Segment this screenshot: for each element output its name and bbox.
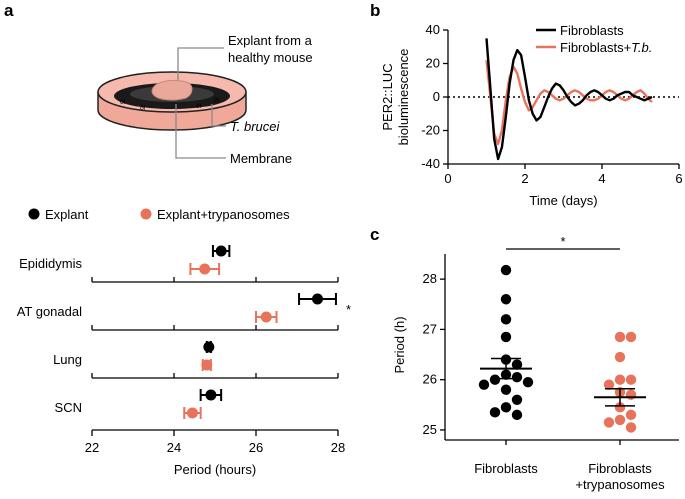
explant-callout-line xyxy=(177,47,224,80)
significance-star: * xyxy=(346,302,351,317)
data-point xyxy=(522,376,534,388)
data-point xyxy=(614,402,626,413)
category-label: Lung xyxy=(53,352,82,367)
data-point xyxy=(625,409,637,421)
data-point xyxy=(500,294,512,305)
data-point xyxy=(500,314,512,325)
legend-trypanosomes-marker xyxy=(140,208,152,220)
explant-label-1: Explant from a xyxy=(228,33,313,48)
y-tick-label: 28 xyxy=(423,271,437,286)
membrane-label: Membrane xyxy=(230,151,292,166)
data-point xyxy=(511,371,523,383)
parasite-glyph-1: ᘛ xyxy=(120,99,125,106)
y-tick-label: 26 xyxy=(423,372,437,387)
data-point xyxy=(511,394,523,405)
data-point xyxy=(625,389,637,400)
parasite-callout-line xyxy=(211,104,226,127)
parasite-label: T. brucei xyxy=(230,119,280,134)
y-tick-label: 25 xyxy=(423,422,437,437)
parasite-glyph-3: ᘛ xyxy=(196,103,201,110)
parasite-glyph-4: ᘛ xyxy=(214,97,219,104)
data-point xyxy=(500,331,512,343)
data-point xyxy=(203,341,215,353)
legend-trypanosomes-label: Explant+trypanosomes xyxy=(157,207,290,222)
series-line xyxy=(485,38,653,161)
data-point xyxy=(205,389,217,401)
y-tick-label: 0 xyxy=(433,89,440,104)
explant-label-2: healthy mouse xyxy=(228,50,313,65)
y-tick-label: -40 xyxy=(421,156,440,171)
data-point xyxy=(500,402,512,413)
y-tick-label: 20 xyxy=(426,56,440,71)
data-point xyxy=(260,311,272,323)
y-tick-label: 40 xyxy=(426,22,440,37)
data-point xyxy=(625,374,637,385)
legend-fibroblasts-label: Fibroblasts xyxy=(560,23,624,38)
y-tick-label: -20 xyxy=(421,123,440,138)
data-point xyxy=(614,374,626,385)
category-label: Fibroblasts xyxy=(588,461,652,476)
data-point xyxy=(478,379,490,390)
data-point xyxy=(201,359,213,371)
data-point xyxy=(199,263,211,275)
x-tick-label: 0 xyxy=(444,171,451,186)
y-axis-title: Period (h) xyxy=(392,316,407,373)
data-point xyxy=(603,379,615,390)
y-axis-title-line2: bioluminescence xyxy=(396,49,411,146)
panel-a-letter: a xyxy=(4,1,14,20)
parasite-glyph-2: ᘛ xyxy=(140,105,145,112)
data-point xyxy=(625,422,637,433)
x-tick-label: 24 xyxy=(167,440,181,455)
x-axis-title: Time (days) xyxy=(529,193,597,208)
significance-star: * xyxy=(560,234,565,249)
x-tick-label: 22 xyxy=(85,440,99,455)
x-tick-label: 26 xyxy=(249,440,263,455)
x-tick-label: 2 xyxy=(521,171,528,186)
data-point xyxy=(312,293,323,305)
category-label: SCN xyxy=(55,400,82,415)
y-tick-label: 27 xyxy=(423,321,437,336)
membrane-callout-line xyxy=(175,104,226,159)
series-line xyxy=(485,59,653,146)
data-point xyxy=(603,417,615,428)
x-tick-label: 4 xyxy=(598,171,605,186)
y-axis-title-line1: PER2::LUC xyxy=(380,63,395,130)
data-point xyxy=(511,359,523,370)
panel-a-chart: Epididymis AT gonadal * Lung SCN 22 24 26 28 Peri… xyxy=(17,245,351,477)
data-point xyxy=(215,245,227,257)
x-tick-label: 28 xyxy=(331,440,345,455)
data-point xyxy=(614,331,626,343)
x-tick-label: 6 xyxy=(675,171,682,186)
data-point xyxy=(186,407,198,419)
explant-tissue xyxy=(151,79,193,101)
x-axis-title: Period (hours) xyxy=(174,462,256,477)
panel-c-letter: c xyxy=(370,225,379,244)
data-point xyxy=(625,331,637,343)
legend-explant-label: Explant xyxy=(45,207,89,222)
petri-dish-illustration: ᘛ ᘛ ᘛ ᘛ Explant from a healthy mouse T. … xyxy=(97,33,313,166)
category-label: Epididymis xyxy=(19,256,82,271)
data-point xyxy=(489,407,501,418)
legend-explant-marker xyxy=(28,208,40,220)
data-point xyxy=(614,351,626,363)
panel-c-chart: 25 26 27 28 Period (h) * Fibroblasts Fibroblast… xyxy=(392,234,679,492)
legend-tb-label: Fibroblasts+T.b. xyxy=(560,40,652,55)
data-point xyxy=(500,384,512,395)
category-label: Fibroblasts xyxy=(474,461,538,476)
data-point xyxy=(511,409,523,421)
category-label-line2: +trypanosomes xyxy=(575,477,665,492)
data-point xyxy=(500,264,512,276)
panel-a-legend: Explant Explant+trypanosomes xyxy=(28,207,290,222)
panel-b-letter: b xyxy=(370,1,380,20)
data-point xyxy=(614,414,626,426)
data-point xyxy=(489,374,501,385)
category-label: AT gonadal xyxy=(17,304,82,319)
